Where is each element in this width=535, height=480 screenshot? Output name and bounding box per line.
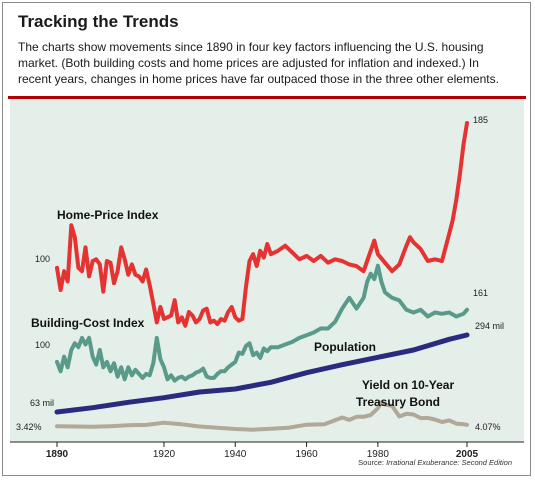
building-cost-line (55, 263, 469, 383)
x-tick-label: 1940 (224, 449, 247, 460)
population-series-label: Population (314, 340, 376, 354)
series-layer (54, 121, 470, 432)
x-axis: 1890 1920 1940 1960 1980 2005 (10, 441, 524, 460)
accent-rule (8, 96, 526, 99)
yield-start-value: 3.42% (16, 422, 42, 432)
building-cost-series-label: Building-Cost Index (31, 316, 145, 330)
label-layer: Home-Price Index 100 185 Building-Cost Inde… (16, 115, 504, 432)
chart-description: The charts show movements since 1890 in … (18, 40, 499, 86)
building-cost-start-value: 100 (35, 340, 50, 350)
population-start-value: 63 mil (30, 398, 54, 408)
yield-line (55, 400, 469, 432)
home-price-start-value: 100 (35, 254, 50, 264)
population-line (54, 332, 470, 415)
building-cost-end-value: 161 (473, 288, 488, 298)
home-price-line (55, 121, 469, 328)
home-price-end-value: 185 (473, 115, 488, 125)
population-end-value: 294 mil (475, 321, 504, 331)
x-tick-label: 1980 (367, 449, 390, 460)
source-note: Source: Irrational Exuberance: Second Ed… (358, 458, 512, 467)
yield-end-value: 4.07% (475, 422, 501, 432)
x-tick-label: 1920 (153, 449, 176, 460)
home-price-series-label: Home-Price Index (57, 208, 159, 222)
x-tick-label: 1890 (46, 449, 69, 460)
page-title: Tracking the Trends (18, 12, 179, 31)
x-tick-label: 1960 (295, 449, 318, 460)
x-tick-label: 2005 (456, 449, 479, 460)
yield-series-label: Yield on 10-Year Treasury Bond (356, 378, 454, 409)
